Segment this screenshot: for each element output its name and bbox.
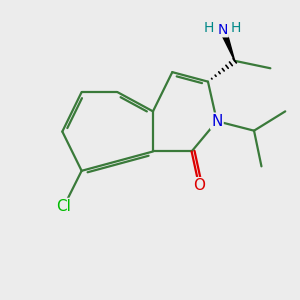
Text: N: N bbox=[211, 114, 223, 129]
Text: H: H bbox=[204, 20, 214, 34]
Text: N: N bbox=[218, 22, 228, 37]
Text: Cl: Cl bbox=[56, 199, 71, 214]
Text: H: H bbox=[231, 20, 242, 34]
Text: O: O bbox=[193, 178, 205, 193]
Polygon shape bbox=[220, 28, 235, 61]
